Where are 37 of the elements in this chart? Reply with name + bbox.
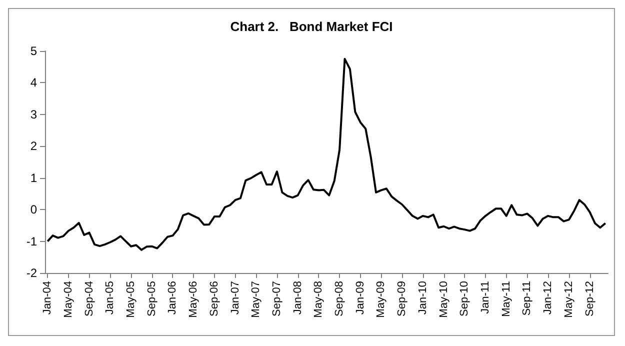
x-tick-label: Jan-08 (292, 281, 304, 315)
y-tick-label: -1 (26, 234, 38, 248)
x-tick-label: Sep-10 (458, 281, 471, 316)
x-tick-label: May-06 (188, 281, 200, 318)
x-tick-label: Jan-06 (166, 281, 179, 315)
x-tick-label: May-10 (438, 281, 450, 318)
y-tick-label: -2 (26, 266, 38, 280)
x-tick-label: May-08 (312, 281, 325, 318)
x-tick-label: Jan-12 (542, 281, 554, 315)
x-tick-label: May-05 (125, 281, 138, 318)
x-tick-label: Jan-11 (479, 281, 492, 314)
x-tick-label: May-07 (250, 281, 262, 318)
x-tick-label: Sep-09 (396, 281, 408, 316)
y-tick-label: 0 (30, 202, 38, 217)
x-tick-label: Sep-12 (584, 281, 596, 316)
x-tick-label: Sep-07 (270, 281, 283, 316)
x-tick-label: Sep-11 (521, 281, 534, 316)
y-tick-label: 1 (30, 170, 38, 185)
x-tick-label: Jan-09 (354, 281, 366, 315)
y-tick-label: 4 (30, 76, 38, 90)
line-series (46, 58, 606, 251)
x-tick-label: Jan-05 (104, 281, 116, 315)
x-tick-label: May-04 (62, 281, 74, 318)
y-tick-label: 2 (30, 139, 38, 154)
x-tick-label: Sep-08 (334, 281, 346, 316)
x-tick-label: May-11 (500, 281, 512, 317)
x-tick-label: May-12 (562, 281, 575, 318)
x-tick-label: Sep-04 (83, 281, 96, 316)
y-tick-label: 3 (30, 107, 38, 122)
x-tick-label: May-09 (375, 281, 388, 318)
y-tick-label: 5 (30, 44, 38, 58)
x-tick-label: Jan-10 (416, 281, 429, 315)
x-tick-label: Sep-05 (146, 281, 158, 316)
x-tick-label: Sep-06 (208, 281, 220, 316)
x-tick-label: Jan-04 (42, 281, 54, 315)
chart-title: Chart 2. Bond Market FCI (230, 19, 393, 34)
x-tick-label: Jan-07 (229, 281, 242, 315)
